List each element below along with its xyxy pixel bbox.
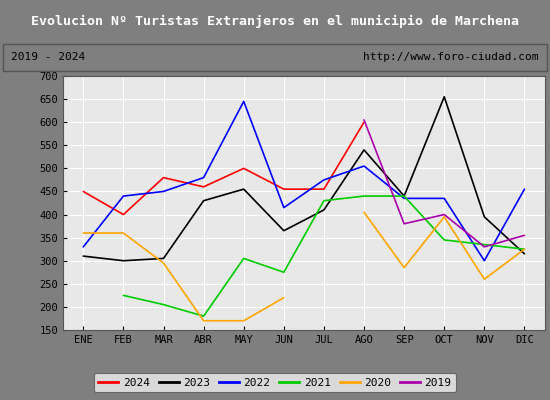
- Text: Evolucion Nº Turistas Extranjeros en el municipio de Marchena: Evolucion Nº Turistas Extranjeros en el …: [31, 14, 519, 28]
- Text: 2019 - 2024: 2019 - 2024: [11, 52, 85, 62]
- Text: http://www.foro-ciudad.com: http://www.foro-ciudad.com: [364, 52, 539, 62]
- Legend: 2024, 2023, 2022, 2021, 2020, 2019: 2024, 2023, 2022, 2021, 2020, 2019: [94, 373, 456, 392]
